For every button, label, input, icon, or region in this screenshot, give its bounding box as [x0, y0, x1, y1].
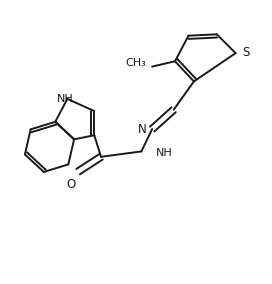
Text: CH₃: CH₃: [125, 58, 146, 68]
Text: O: O: [66, 178, 75, 191]
Text: NH: NH: [57, 93, 74, 104]
Text: N: N: [138, 123, 147, 136]
Text: NH: NH: [156, 148, 172, 158]
Text: S: S: [242, 46, 249, 59]
